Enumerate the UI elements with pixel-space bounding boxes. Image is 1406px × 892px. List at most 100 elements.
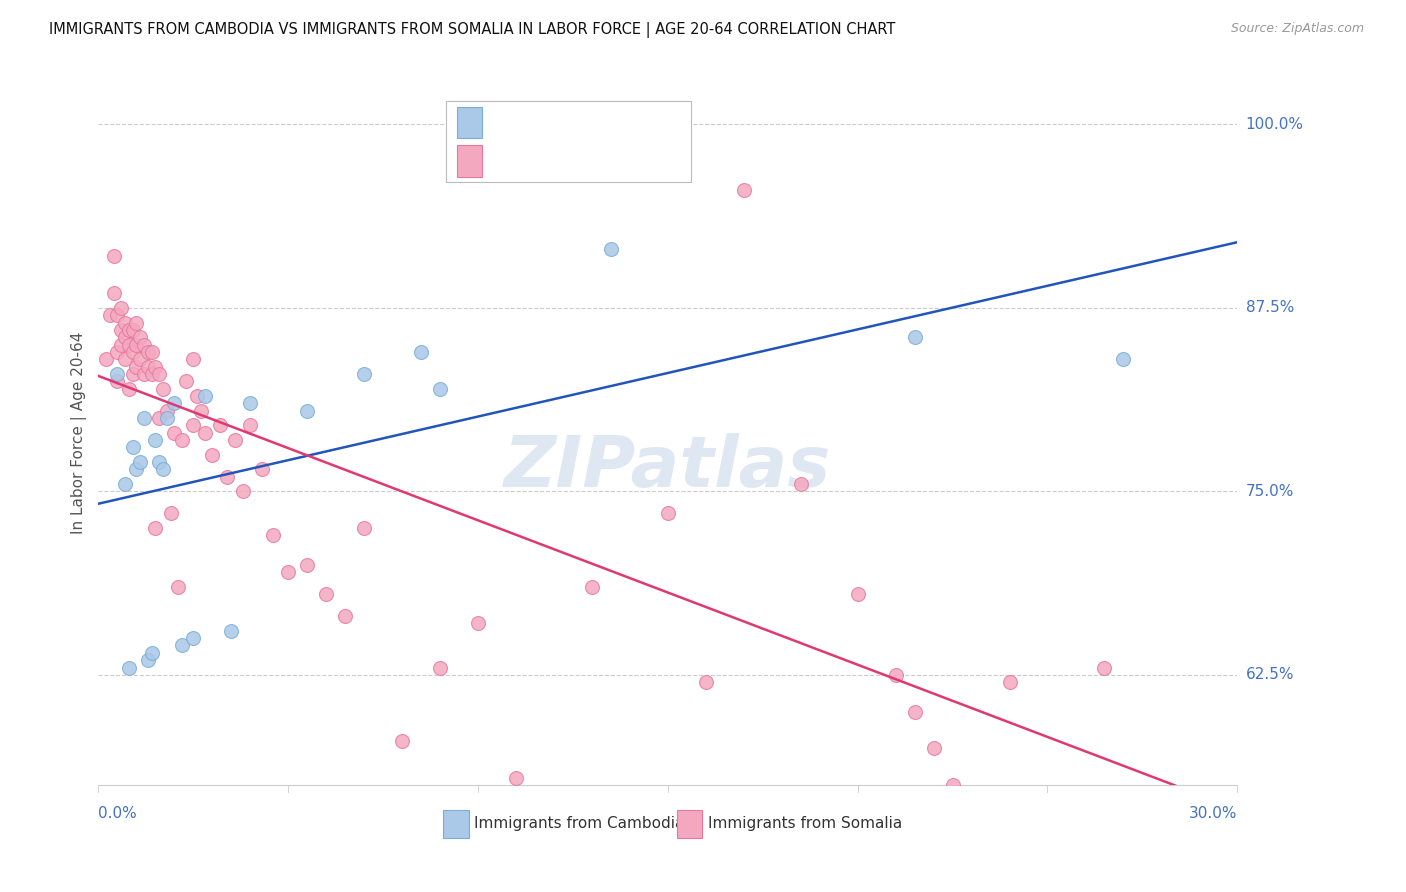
Text: N = 75: N = 75: [614, 154, 665, 169]
Point: [733, 183, 755, 197]
Point: [141, 646, 163, 660]
Text: Source: ZipAtlas.com: Source: ZipAtlas.com: [1230, 22, 1364, 36]
Point: [170, 433, 193, 447]
Text: ZIPatlas: ZIPatlas: [505, 434, 831, 502]
Point: [297, 403, 319, 417]
Point: [114, 477, 136, 491]
Point: [98, 308, 121, 322]
Point: [922, 741, 945, 756]
Point: [163, 396, 186, 410]
Point: [118, 337, 141, 351]
Point: [600, 242, 623, 256]
Point: [125, 462, 148, 476]
Point: [148, 411, 170, 425]
Point: [121, 323, 143, 337]
Point: [167, 580, 190, 594]
Point: [145, 521, 167, 535]
Point: [129, 352, 152, 367]
Text: 87.5%: 87.5%: [1246, 301, 1294, 316]
Point: [904, 330, 927, 344]
Text: 30.0%: 30.0%: [1189, 806, 1237, 822]
Point: [581, 580, 603, 594]
Point: [183, 631, 205, 645]
Point: [118, 323, 141, 337]
Text: R =  0.080: R = 0.080: [491, 116, 575, 129]
Point: [657, 507, 679, 521]
Point: [159, 507, 181, 521]
Point: [118, 660, 141, 674]
Point: [148, 455, 170, 469]
Point: [174, 374, 197, 388]
Point: [132, 367, 155, 381]
Point: [186, 389, 208, 403]
Bar: [457, 145, 482, 178]
Point: [277, 565, 299, 579]
Text: 62.5%: 62.5%: [1246, 667, 1294, 682]
Point: [103, 286, 125, 301]
Point: [232, 484, 254, 499]
Point: [107, 374, 129, 388]
Point: [315, 587, 337, 601]
Point: [239, 418, 262, 433]
Point: [1094, 660, 1116, 674]
Point: [170, 639, 193, 653]
Point: [163, 425, 186, 440]
Point: [114, 316, 136, 330]
Bar: [676, 810, 702, 838]
Point: [224, 433, 246, 447]
Point: [148, 367, 170, 381]
Point: [183, 418, 205, 433]
Point: [221, 624, 243, 638]
Point: [250, 462, 273, 476]
Point: [132, 337, 155, 351]
Point: [114, 330, 136, 344]
Point: [505, 771, 527, 785]
FancyBboxPatch shape: [446, 102, 690, 183]
Text: Immigrants from Somalia: Immigrants from Somalia: [707, 816, 903, 831]
Bar: [457, 107, 482, 138]
Point: [429, 382, 451, 396]
Bar: [443, 810, 468, 838]
Point: [107, 367, 129, 381]
Point: [262, 528, 284, 542]
Point: [998, 675, 1021, 690]
Point: [695, 675, 717, 690]
Point: [121, 440, 143, 454]
Point: [183, 352, 205, 367]
Point: [152, 382, 174, 396]
Point: [118, 382, 141, 396]
Text: N = 26: N = 26: [614, 116, 665, 129]
Text: 100.0%: 100.0%: [1246, 117, 1303, 132]
Point: [201, 448, 224, 462]
Point: [942, 778, 965, 792]
Point: [904, 705, 927, 719]
Point: [136, 359, 159, 374]
Point: [121, 344, 143, 359]
Point: [145, 359, 167, 374]
Point: [125, 359, 148, 374]
Point: [141, 344, 163, 359]
Point: [353, 367, 375, 381]
Point: [239, 396, 262, 410]
Point: [136, 344, 159, 359]
Point: [884, 668, 907, 682]
Point: [467, 616, 489, 631]
Point: [190, 403, 212, 417]
Point: [145, 433, 167, 447]
Point: [129, 330, 152, 344]
Text: IMMIGRANTS FROM CAMBODIA VS IMMIGRANTS FROM SOMALIA IN LABOR FORCE | AGE 20-64 C: IMMIGRANTS FROM CAMBODIA VS IMMIGRANTS F…: [49, 22, 896, 38]
Point: [194, 425, 217, 440]
Point: [132, 411, 155, 425]
Text: 75.0%: 75.0%: [1246, 483, 1294, 499]
Point: [114, 352, 136, 367]
Point: [1112, 352, 1135, 367]
Text: R = -0.435: R = -0.435: [491, 154, 575, 169]
Point: [391, 734, 413, 748]
Point: [194, 389, 217, 403]
Point: [156, 403, 179, 417]
Point: [790, 477, 813, 491]
Point: [94, 352, 117, 367]
Point: [429, 660, 451, 674]
Point: [156, 411, 179, 425]
Point: [107, 344, 129, 359]
